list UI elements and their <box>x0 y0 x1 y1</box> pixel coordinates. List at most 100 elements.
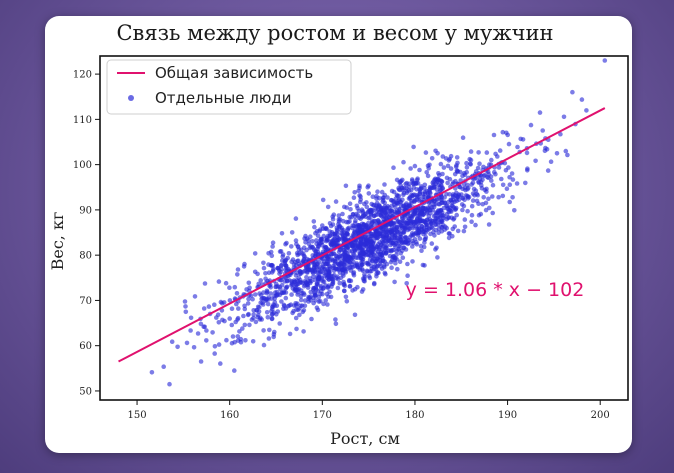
data-point <box>497 148 503 153</box>
data-point <box>434 179 440 185</box>
data-point <box>429 156 435 161</box>
data-point <box>289 292 294 297</box>
data-point <box>269 253 275 259</box>
data-point <box>245 301 251 306</box>
data-point <box>332 257 338 262</box>
data-point <box>330 222 336 227</box>
data-point <box>265 301 271 307</box>
data-point <box>307 295 312 301</box>
data-point <box>442 224 448 229</box>
data-point <box>227 298 233 303</box>
data-point <box>397 259 403 264</box>
data-point <box>261 342 267 348</box>
data-point <box>325 284 331 290</box>
data-point <box>303 265 309 271</box>
data-point <box>419 184 424 189</box>
data-point <box>188 328 193 333</box>
data-point <box>308 234 313 239</box>
data-point <box>354 203 360 209</box>
data-point <box>440 185 446 191</box>
data-point <box>464 160 469 166</box>
data-point <box>389 265 394 270</box>
data-point <box>388 259 394 265</box>
data-point <box>461 228 467 234</box>
data-point <box>416 227 422 232</box>
data-point <box>363 224 369 229</box>
data-point <box>374 251 380 257</box>
data-point <box>310 295 316 301</box>
data-point <box>235 334 241 339</box>
x-tick-label: 180 <box>405 410 424 421</box>
data-point <box>312 262 317 268</box>
data-point <box>264 310 270 315</box>
data-point <box>293 238 299 243</box>
data-point <box>273 284 278 290</box>
data-point <box>509 171 515 176</box>
data-point <box>366 191 372 196</box>
data-point <box>232 339 237 345</box>
data-point <box>462 224 468 230</box>
data-point <box>331 237 337 243</box>
legend-entry-line: Общая зависимость <box>155 64 313 82</box>
data-point <box>318 299 323 304</box>
data-point <box>333 321 339 327</box>
data-point <box>417 216 423 222</box>
data-point <box>489 157 494 163</box>
data-point <box>383 206 389 211</box>
data-point <box>198 359 204 364</box>
data-point <box>252 251 258 256</box>
data-point <box>362 279 367 284</box>
data-point <box>490 194 495 199</box>
data-point <box>333 317 338 322</box>
data-point <box>342 266 347 272</box>
data-point <box>229 306 235 312</box>
data-point <box>320 239 325 245</box>
data-point <box>335 266 341 272</box>
data-point <box>346 225 352 231</box>
data-point <box>320 256 326 262</box>
data-point <box>377 195 382 201</box>
data-point <box>464 165 470 170</box>
data-point <box>304 275 309 280</box>
data-point <box>460 135 466 140</box>
data-point <box>375 189 380 194</box>
data-point <box>398 250 404 256</box>
data-point <box>251 312 256 317</box>
data-point <box>235 272 240 277</box>
data-point <box>250 296 255 302</box>
data-point <box>314 287 319 292</box>
data-point <box>500 182 506 188</box>
data-point <box>584 108 589 113</box>
data-point <box>417 189 423 194</box>
data-point <box>369 231 374 237</box>
data-point <box>279 299 284 304</box>
data-point <box>293 216 299 221</box>
data-point <box>342 204 347 210</box>
data-point <box>362 274 368 280</box>
data-point <box>318 227 323 232</box>
data-point <box>366 183 371 188</box>
data-point <box>412 163 418 169</box>
data-point <box>489 178 494 183</box>
data-point <box>301 245 307 250</box>
data-point <box>283 295 289 301</box>
data-point <box>491 132 497 138</box>
data-point <box>263 271 268 276</box>
data-point <box>510 195 515 200</box>
chart-title: Связь между ростом и весом у мужчин <box>116 21 553 45</box>
data-point <box>230 334 236 339</box>
data-point <box>161 364 166 370</box>
data-point <box>183 309 189 315</box>
data-point <box>424 170 430 175</box>
data-point <box>299 291 304 296</box>
data-point <box>602 58 608 63</box>
data-point <box>452 171 458 177</box>
data-point <box>243 338 248 343</box>
data-point <box>246 296 251 302</box>
data-point <box>524 150 530 156</box>
data-point <box>358 256 364 261</box>
data-point <box>350 234 355 239</box>
data-point <box>441 165 447 170</box>
data-point <box>351 195 357 200</box>
data-point <box>330 277 336 283</box>
